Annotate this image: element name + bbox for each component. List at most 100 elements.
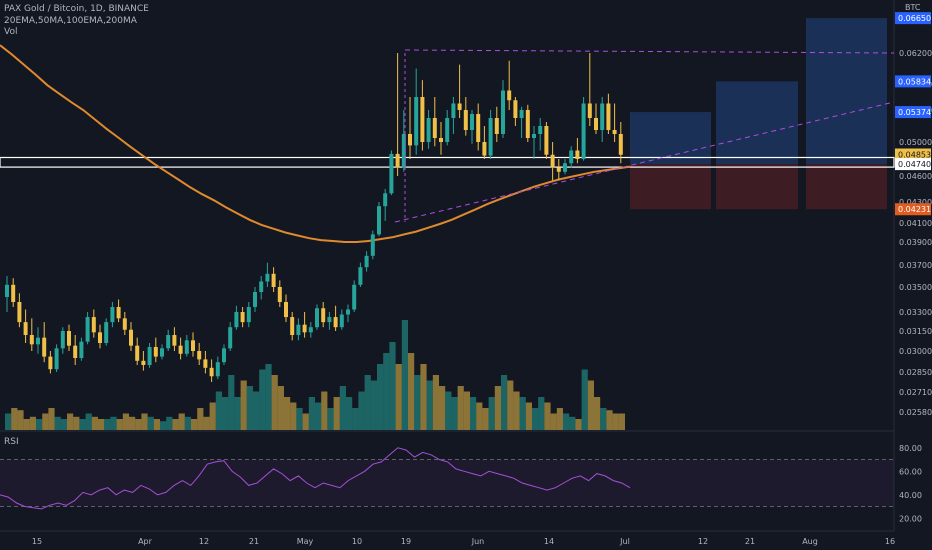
- chart-legend: PAX Gold / Bitcoin, 1D, BINANCE 20EMA,50…: [4, 4, 149, 39]
- candle-body: [259, 281, 264, 292]
- volume-bar: [141, 413, 148, 430]
- indicator-ma-label[interactable]: 20EMA,50MA,100EMA,200MA: [4, 15, 137, 26]
- candle-body: [104, 322, 109, 343]
- price-tag-box: [895, 203, 931, 216]
- volume-bar: [395, 364, 402, 430]
- candles: [5, 53, 623, 382]
- volume-bar: [606, 410, 613, 430]
- price-tag-target: 0.05834: [895, 75, 931, 88]
- resistance-line[interactable]: [404, 49, 895, 54]
- volume-bar: [23, 419, 30, 430]
- time-tick-label: Apr: [138, 537, 153, 546]
- candle-body: [445, 118, 450, 142]
- volume-bar: [600, 408, 607, 430]
- price-tick-label: 0.02580: [899, 408, 932, 417]
- volume-bar: [432, 375, 439, 430]
- candle-body: [129, 329, 133, 346]
- candle-body: [5, 284, 9, 297]
- candle-body: [364, 255, 369, 268]
- price-tick-label: 0.03900: [899, 238, 932, 247]
- candle-body: [116, 307, 121, 319]
- candle-body: [494, 118, 499, 134]
- candle-body: [147, 347, 152, 365]
- volume-bar: [364, 375, 371, 430]
- stop-zone[interactable]: [806, 164, 887, 210]
- volume-bar: [271, 375, 278, 430]
- price-tick-label: 0.05000: [899, 138, 932, 147]
- candle-body: [215, 362, 220, 377]
- long-position-zones[interactable]: [0, 18, 895, 210]
- candle-body: [463, 110, 468, 130]
- volume-bar: [153, 419, 160, 430]
- volume-bar: [48, 408, 55, 430]
- rsi-band: [0, 459, 894, 507]
- volume-bar: [358, 391, 365, 430]
- candle-body: [401, 134, 406, 168]
- price-tick-label: 0.03150: [899, 327, 932, 336]
- volume-bar: [494, 386, 501, 430]
- volume-bar: [265, 364, 272, 430]
- stop-zone[interactable]: [716, 164, 798, 210]
- candle-body: [110, 307, 115, 323]
- candle-body: [470, 114, 474, 130]
- rsi-title[interactable]: RSI: [4, 437, 19, 447]
- volume-bar: [240, 380, 247, 430]
- symbol-title[interactable]: PAX Gold / Bitcoin, 1D, BINANCE: [4, 4, 149, 14]
- rsi-tick-label: 20.00: [899, 514, 922, 523]
- candle-body: [240, 312, 245, 323]
- volume-bar: [290, 402, 297, 430]
- volume-bar: [191, 419, 198, 430]
- volume-bar: [550, 413, 557, 430]
- stop-zone[interactable]: [630, 164, 711, 210]
- volume-bar: [5, 413, 12, 430]
- volume-bar: [587, 380, 594, 430]
- candle-body: [358, 267, 363, 285]
- candle-body: [594, 118, 598, 130]
- candle-body: [184, 340, 189, 354]
- volume-bar: [594, 397, 601, 430]
- volume-bar: [73, 416, 80, 430]
- volume-bar: [321, 391, 328, 430]
- candle-body: [563, 163, 567, 172]
- candle-body: [79, 341, 84, 358]
- time-tick-label: Jul: [619, 537, 630, 546]
- time-tick-label: Aug: [802, 537, 818, 546]
- volume-bar: [556, 408, 563, 430]
- price-tick-label: 0.06200: [899, 49, 932, 58]
- candle-body: [166, 335, 171, 349]
- volume-bar: [315, 402, 322, 430]
- candle-body: [408, 134, 412, 146]
- time-tick-label: 15: [32, 537, 42, 546]
- candle-body: [538, 126, 543, 134]
- rsi-tick-label: 40.00: [899, 491, 922, 500]
- volume-bar: [482, 408, 489, 430]
- rsi-tick-label: 60.00: [899, 467, 922, 476]
- ascending-trend-line[interactable]: [394, 101, 895, 223]
- trend-lines[interactable]: [394, 49, 895, 223]
- volume-bars: [5, 320, 625, 430]
- support-range-box[interactable]: [0, 156, 895, 168]
- volume-bar: [507, 380, 514, 430]
- target-zone[interactable]: [630, 112, 711, 165]
- candle-body: [172, 335, 177, 346]
- time-tick-label: May: [297, 537, 314, 546]
- volume-bar: [11, 408, 18, 430]
- candle-body: [513, 100, 518, 118]
- price-tick-label: 0.03700: [899, 261, 932, 270]
- volume-bar: [532, 408, 539, 430]
- target-zone[interactable]: [806, 18, 887, 165]
- volume-bar: [420, 364, 427, 430]
- price-tag-label: 0.04231: [898, 205, 931, 214]
- target-zone[interactable]: [716, 81, 798, 165]
- volume-bar: [302, 413, 309, 430]
- time-tick-label: 14: [544, 537, 554, 546]
- candle-body: [302, 324, 307, 333]
- candle-body: [290, 317, 295, 335]
- candle-body: [246, 307, 251, 323]
- volume-bar: [581, 369, 588, 430]
- time-axis[interactable]: 15 Apr 12 21 May 10 19 Jun 14 Jul 12 21 Aug 16: [32, 537, 895, 546]
- indicator-volume-label[interactable]: Vol: [4, 27, 18, 37]
- price-tag-label: 0.05374: [898, 108, 931, 117]
- candle-body: [135, 345, 140, 361]
